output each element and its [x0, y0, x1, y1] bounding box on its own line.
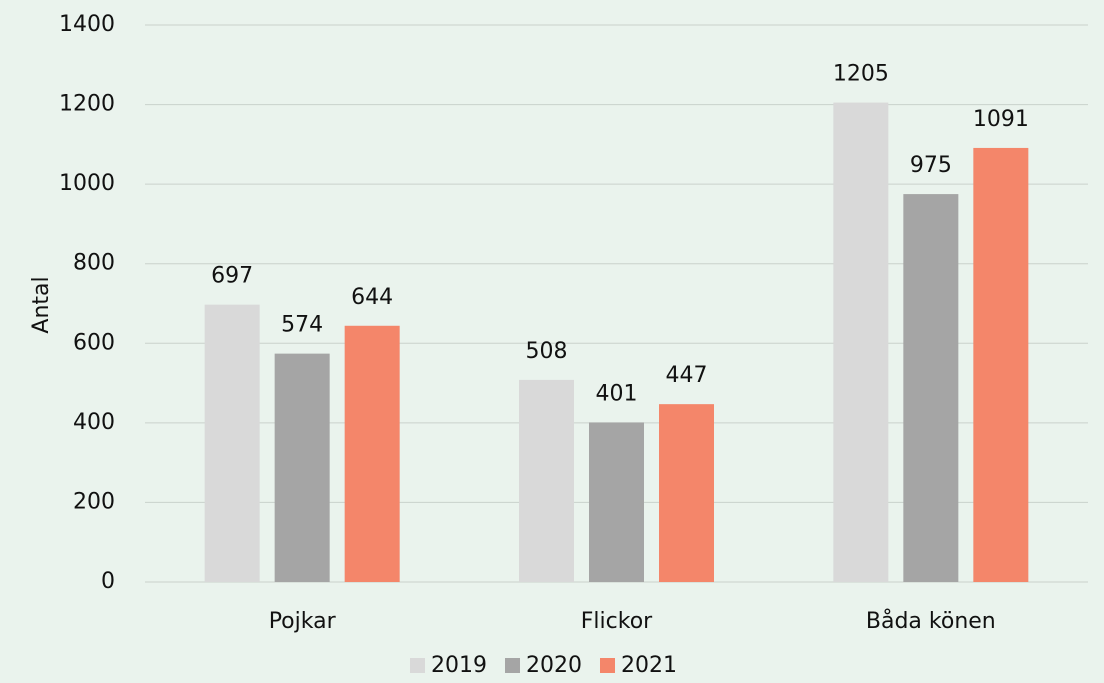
y-tick-label: 600 — [73, 330, 115, 355]
y-tick-label: 1200 — [59, 92, 115, 117]
legend-label: 2021 — [621, 653, 677, 678]
y-tick-label: 400 — [73, 410, 115, 435]
data-label: 644 — [351, 285, 393, 310]
legend-swatch — [505, 658, 520, 673]
y-tick-label: 0 — [101, 569, 115, 594]
x-tick-label: Flickor — [581, 609, 653, 634]
y-tick-label: 800 — [73, 251, 115, 276]
legend-label: 2019 — [431, 653, 487, 678]
x-tick-label: Pojkar — [269, 609, 337, 634]
data-label: 1091 — [973, 107, 1029, 132]
x-tick-label: Båda könen — [866, 608, 996, 634]
legend-swatch — [410, 658, 425, 673]
bar — [973, 147, 1029, 582]
bar — [833, 102, 889, 582]
data-label: 508 — [526, 339, 568, 364]
bar — [274, 353, 330, 582]
data-label: 447 — [666, 363, 708, 388]
legend-label: 2020 — [526, 653, 582, 678]
bar — [204, 304, 260, 582]
bar — [903, 194, 959, 582]
y-tick-label: 1400 — [59, 12, 115, 37]
y-tick-label: 1000 — [59, 171, 115, 196]
bar — [344, 325, 400, 582]
bar — [519, 379, 574, 582]
y-axis-label: Antal — [29, 276, 54, 333]
data-label: 975 — [910, 153, 952, 178]
legend-swatch — [600, 658, 615, 673]
bar — [589, 422, 644, 582]
data-label: 574 — [281, 313, 323, 338]
bar — [659, 404, 714, 582]
data-label: 697 — [211, 264, 253, 289]
data-label: 1205 — [833, 62, 889, 87]
data-label: 401 — [596, 381, 638, 406]
y-tick-label: 200 — [73, 489, 115, 514]
